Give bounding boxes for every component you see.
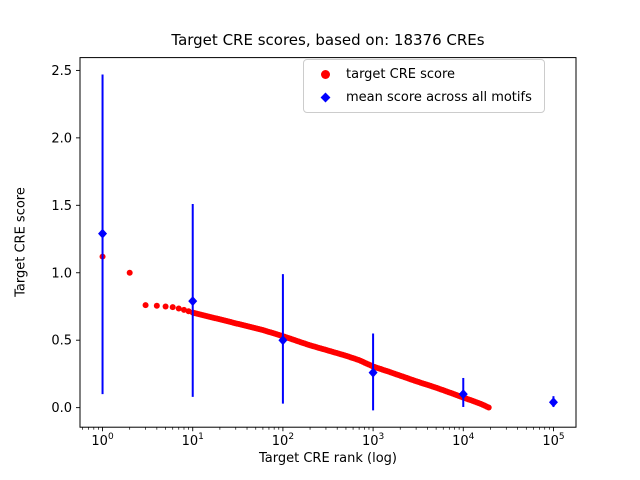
y-tick-label: 1.0: [51, 266, 72, 281]
blue-diamond-marker-icon: [311, 92, 339, 103]
y-tick-label: 0.0: [51, 401, 72, 416]
series-mean-score: [98, 74, 558, 411]
legend-label-target-cre-score: target CRE score: [346, 67, 456, 82]
y-tick-label: 2.0: [51, 131, 72, 146]
legend-label-mean-score: mean score across all motifs: [346, 90, 532, 105]
y-tick-label: 1.5: [51, 199, 72, 214]
series-target-cre-score: [99, 253, 492, 411]
legend-entry-mean-score: mean score across all motifs: [311, 90, 532, 105]
y-tick-label: 2.5: [51, 64, 72, 79]
chart-title: Target CRE scores, based on: 18376 CREs: [171, 31, 485, 49]
legend: target CRE score mean score across all m…: [303, 59, 545, 113]
y-tick-label: 0.5: [51, 334, 72, 349]
red-circle-marker-icon: [311, 70, 339, 79]
x-axis-label: Target CRE rank (log): [259, 451, 397, 466]
y-axis-label: Target CRE score: [13, 187, 29, 297]
legend-entry-target-cre-score: target CRE score: [311, 67, 532, 82]
plot-border: [79, 57, 577, 428]
